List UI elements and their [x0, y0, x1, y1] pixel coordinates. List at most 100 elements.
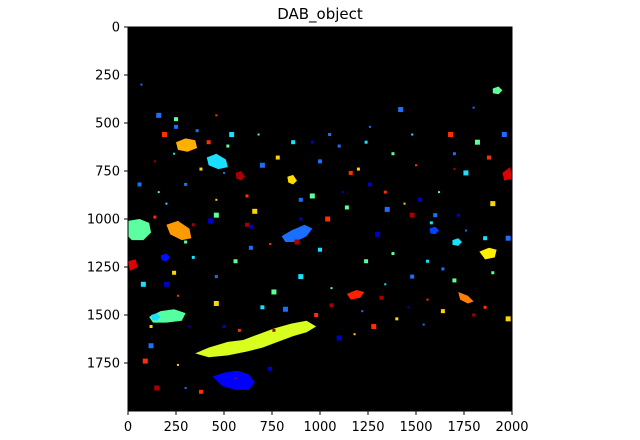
speck [371, 324, 377, 330]
speck [188, 325, 191, 328]
speck [384, 283, 387, 286]
speck [174, 117, 178, 122]
speck [248, 245, 253, 250]
speck [336, 335, 342, 341]
speck [208, 218, 214, 224]
x-tick-label: 2000 [495, 420, 528, 435]
speck [448, 132, 454, 138]
speck [191, 255, 195, 259]
object-top-orange [176, 138, 198, 152]
speck [452, 278, 457, 283]
speck [142, 358, 148, 364]
speck [391, 152, 395, 156]
speck [184, 182, 188, 186]
speck [403, 202, 406, 205]
speck [269, 242, 272, 245]
speck [298, 274, 304, 280]
speck [213, 300, 219, 306]
object-left-aquamarine [128, 219, 152, 241]
speck [259, 162, 265, 168]
speck [342, 191, 345, 194]
speck [184, 240, 188, 244]
speck [153, 160, 156, 163]
object-orange-mid [166, 220, 192, 241]
speck [501, 132, 507, 138]
object-orange-right [458, 291, 474, 304]
y-tick-label: 1750 [87, 357, 120, 372]
speck [348, 170, 353, 175]
speck [299, 217, 303, 221]
speck [165, 202, 168, 205]
speck [191, 223, 195, 227]
object-cyan-left [151, 313, 161, 321]
speck [325, 216, 331, 222]
speck [375, 231, 381, 237]
x-tick-label: 750 [260, 420, 285, 435]
speck [453, 168, 456, 171]
y-tick-label: 500 [95, 117, 120, 132]
speck [223, 171, 225, 174]
object-center-blue [281, 224, 313, 243]
x-tick-label: 1000 [303, 420, 336, 435]
speck [214, 275, 218, 279]
speck [140, 83, 143, 86]
x-tick-label: 0 [124, 420, 132, 435]
speck [452, 152, 456, 156]
speck [329, 303, 334, 308]
speck [364, 259, 369, 264]
speck [148, 343, 154, 349]
speck [173, 152, 176, 155]
speck [398, 107, 404, 113]
x-tick-label: 1250 [351, 420, 384, 435]
object-dark-red-upper [235, 171, 246, 181]
speck [314, 313, 319, 317]
speck [490, 201, 496, 207]
speck [409, 212, 415, 218]
speck [391, 252, 395, 256]
speck [260, 305, 265, 310]
y-axis: 0 250 500 750 1000 1250 1500 1750 [87, 21, 128, 372]
speck [356, 167, 360, 171]
speck [483, 305, 487, 309]
y-tick-label: 1250 [87, 261, 120, 276]
speck [440, 309, 445, 314]
speck [464, 229, 467, 232]
speck [252, 208, 258, 214]
speck [226, 144, 230, 148]
speck [257, 133, 260, 136]
image-objects [128, 86, 512, 390]
speck [229, 132, 235, 138]
speck [154, 385, 160, 391]
speck [422, 323, 425, 326]
speck [474, 139, 480, 145]
object-cyan-upper [206, 153, 228, 170]
speck [337, 144, 341, 148]
speck [441, 267, 445, 271]
speck [176, 294, 179, 297]
speck [156, 112, 162, 118]
speck [282, 306, 288, 312]
speck [245, 194, 249, 198]
chart-title: DAB_object [277, 5, 363, 24]
object-yellow-small [287, 174, 297, 185]
speck [426, 259, 430, 263]
speck [438, 191, 441, 194]
speck [328, 133, 332, 137]
speck [415, 164, 417, 167]
speck [505, 316, 511, 322]
speck [157, 191, 160, 194]
y-tick-label: 0 [112, 21, 120, 36]
speck [486, 155, 491, 160]
y-tick-label: 1000 [87, 213, 120, 228]
speck [318, 247, 322, 252]
speck [176, 363, 179, 366]
speck [137, 182, 142, 187]
speck [222, 325, 226, 329]
y-tick-label: 750 [95, 165, 120, 180]
speck [275, 155, 280, 160]
object-right-yellow [479, 247, 497, 260]
speck [456, 213, 460, 217]
speck [309, 193, 315, 199]
speck [271, 289, 277, 295]
speck [161, 132, 167, 138]
